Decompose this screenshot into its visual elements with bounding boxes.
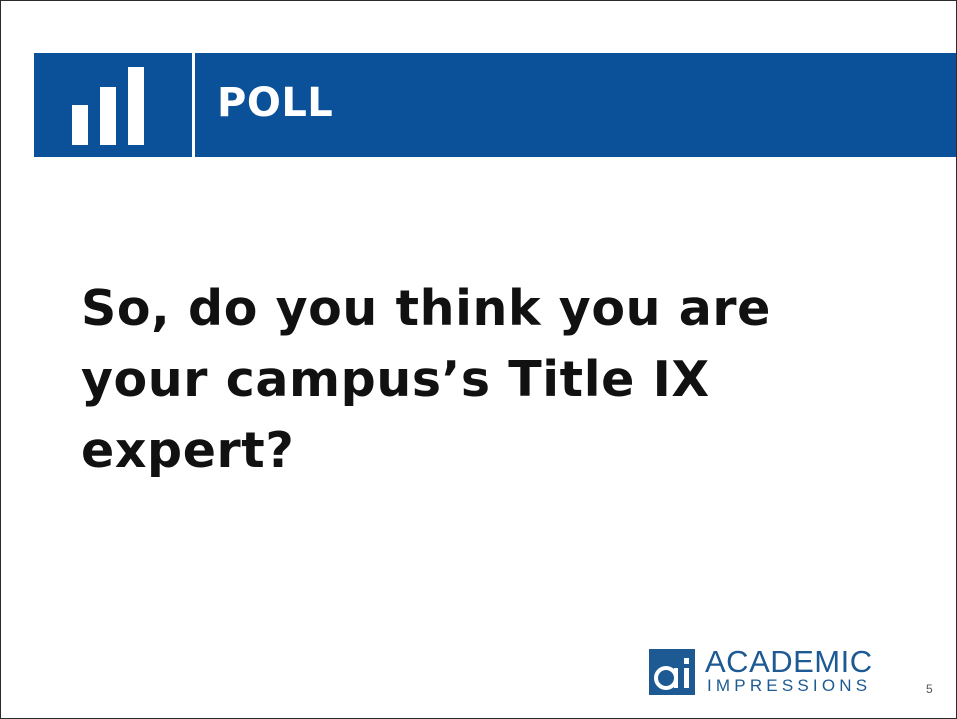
ai-logo-mark-icon	[649, 649, 695, 695]
bar-chart-icon	[72, 67, 144, 145]
poll-icon-box	[34, 53, 195, 157]
poll-title: POLL	[217, 80, 334, 126]
logo-subtitle: IMPRESSIONS	[707, 676, 872, 695]
question-line: your campus’s Title IX	[81, 351, 710, 408]
academic-impressions-logo: ACADEMIC IMPRESSIONS	[649, 645, 909, 697]
question-line: So, do you think you are	[81, 280, 772, 337]
logo-wordmark: ACADEMIC	[705, 644, 873, 679]
question-line: expert?	[81, 422, 295, 479]
poll-header-bar: POLL	[34, 53, 956, 157]
slide-number: 5	[926, 682, 933, 696]
poll-question: So, do you think you are your campus’s T…	[81, 273, 841, 486]
